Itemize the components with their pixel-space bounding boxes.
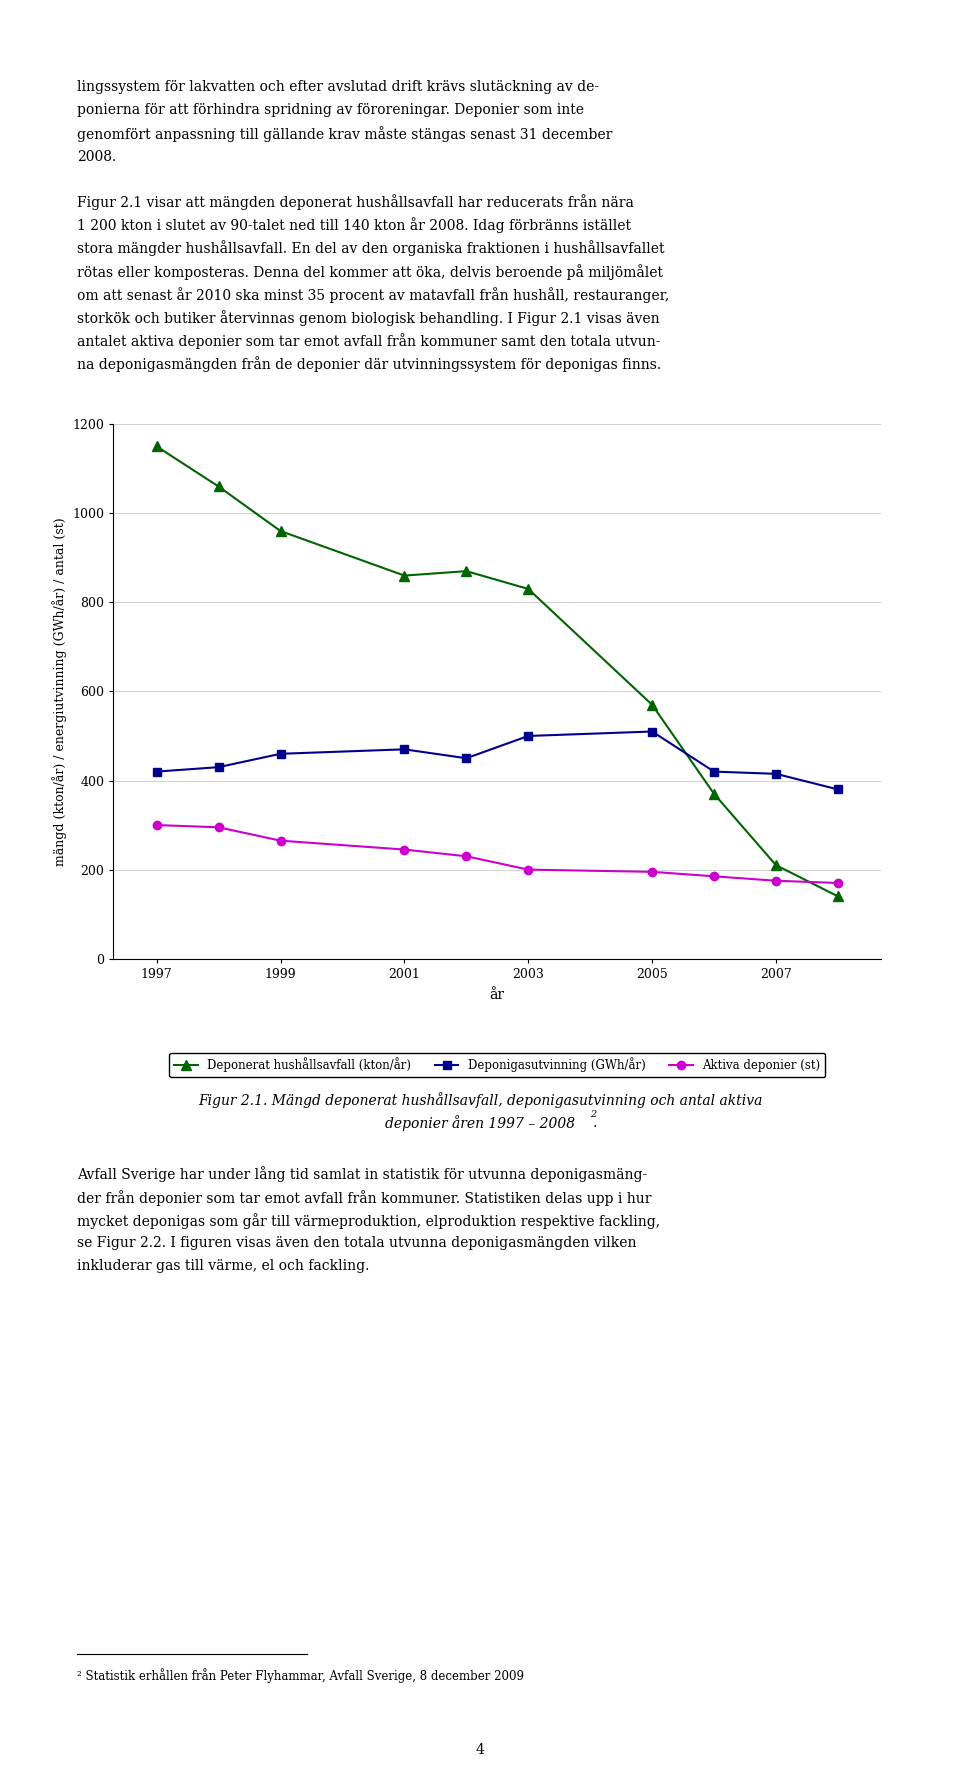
Text: ² Statistik erhållen från Peter Flyhammar, Avfall Sverige, 8 december 2009: ² Statistik erhållen från Peter Flyhamma… bbox=[77, 1668, 524, 1682]
Text: 4: 4 bbox=[475, 1743, 485, 1757]
Text: Figur 2.1 visar att mängden deponerat hushållsavfall har reducerats från nära: Figur 2.1 visar att mängden deponerat hu… bbox=[77, 194, 634, 210]
Text: 2: 2 bbox=[590, 1110, 597, 1119]
Text: mycket deponigas som går till värmeproduktion, elproduktion respektive fackling,: mycket deponigas som går till värmeprodu… bbox=[77, 1214, 660, 1230]
Legend: Deponerat hushållsavfall (kton/år), Deponigasutvinning (GWh/år), Aktiva deponier: Deponerat hushållsavfall (kton/år), Depo… bbox=[169, 1053, 826, 1076]
Text: na deponigasmängden från de deponier där utvinningssystem för deponigas finns.: na deponigasmängden från de deponier där… bbox=[77, 356, 660, 372]
X-axis label: år: år bbox=[490, 987, 505, 1001]
Text: inkluderar gas till värme, el och fackling.: inkluderar gas till värme, el och fackli… bbox=[77, 1260, 370, 1272]
Text: antalet aktiva deponier som tar emot avfall från kommuner samt den totala utvun-: antalet aktiva deponier som tar emot avf… bbox=[77, 333, 660, 349]
Text: om att senast år 2010 ska minst 35 procent av matavfall från hushåll, restaurang: om att senast år 2010 ska minst 35 proce… bbox=[77, 287, 669, 303]
Text: Figur 2.1. Mängd deponerat hushållsavfall, deponigasutvinning och antal aktiva: Figur 2.1. Mängd deponerat hushållsavfal… bbox=[198, 1092, 762, 1108]
Text: 1 200 kton i slutet av 90-talet ned till 140 kton år 2008. Idag förbränns iställ: 1 200 kton i slutet av 90-talet ned till… bbox=[77, 217, 631, 233]
Text: lingssystem för lakvatten och efter avslutad drift krävs slutäckning av de-: lingssystem för lakvatten och efter avsl… bbox=[77, 80, 599, 94]
Text: .: . bbox=[592, 1116, 597, 1130]
Text: der från deponier som tar emot avfall från kommuner. Statistiken delas upp i hur: der från deponier som tar emot avfall fr… bbox=[77, 1190, 651, 1206]
Text: ponierna för att förhindra spridning av föroreningar. Deponier som inte: ponierna för att förhindra spridning av … bbox=[77, 103, 584, 118]
Text: genomfört anpassning till gällande krav måste stängas senast 31 december: genomfört anpassning till gällande krav … bbox=[77, 127, 612, 143]
Text: rötas eller komposteras. Denna del kommer att öka, delvis beroende på miljömålet: rötas eller komposteras. Denna del komme… bbox=[77, 264, 662, 280]
Text: deponier åren 1997 – 2008: deponier åren 1997 – 2008 bbox=[385, 1116, 575, 1132]
Text: se Figur 2.2. I figuren visas även den totala utvunna deponigasmängden vilken: se Figur 2.2. I figuren visas även den t… bbox=[77, 1237, 636, 1249]
Text: 2008.: 2008. bbox=[77, 150, 116, 164]
Text: stora mängder hushållsavfall. En del av den organiska fraktionen i hushållsavfal: stora mängder hushållsavfall. En del av … bbox=[77, 241, 664, 257]
Text: Avfall Sverige har under lång tid samlat in statistik för utvunna deponigasmäng-: Avfall Sverige har under lång tid samlat… bbox=[77, 1167, 647, 1183]
Y-axis label: mängd (kton/år) / energiutvinning (GWh/år) / antal (st): mängd (kton/år) / energiutvinning (GWh/å… bbox=[52, 517, 66, 866]
Text: storkök och butiker återvinnas genom biologisk behandling. I Figur 2.1 visas äve: storkök och butiker återvinnas genom bio… bbox=[77, 310, 660, 326]
